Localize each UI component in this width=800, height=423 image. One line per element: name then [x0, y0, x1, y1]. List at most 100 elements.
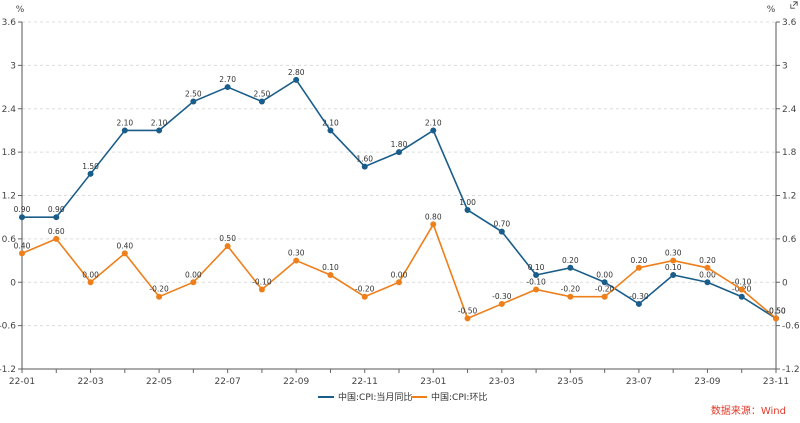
- data-label: 2.10: [322, 118, 339, 127]
- data-label: 2.70: [219, 75, 236, 84]
- y-unit-left: %: [16, 5, 25, 15]
- y-tick-label-right: -1.2: [782, 365, 800, 375]
- data-point: [635, 264, 642, 271]
- data-label: 0.00: [699, 270, 716, 279]
- data-label: 2.10: [425, 118, 442, 127]
- data-point: [293, 76, 300, 83]
- data-point: [327, 272, 334, 279]
- data-label: 0.60: [48, 227, 65, 236]
- data-point: [258, 286, 265, 293]
- data-label: 0.80: [425, 212, 442, 221]
- data-point: [498, 228, 505, 235]
- data-label: -0.20: [595, 285, 615, 294]
- x-tick-label: 23-11: [763, 377, 789, 387]
- data-label: -0.10: [732, 277, 752, 286]
- data-label: 0.20: [631, 256, 648, 265]
- y-tick-label-right: -0.6: [782, 322, 800, 332]
- data-label: 1.60: [356, 155, 373, 164]
- data-label: 2.10: [151, 118, 168, 127]
- x-tick-label: 22-07: [215, 377, 241, 387]
- data-point: [464, 315, 471, 322]
- data-label: 0.40: [116, 241, 133, 250]
- data-label: 0.70: [493, 220, 510, 229]
- data-point: [396, 279, 402, 286]
- data-label: 0.00: [185, 270, 202, 279]
- data-label: 0.30: [288, 249, 305, 258]
- x-tick-label: 23-05: [557, 377, 583, 387]
- data-point: [327, 127, 334, 134]
- data-label: 2.50: [254, 90, 271, 99]
- y-tick-label-right: 3.6: [782, 18, 797, 28]
- data-label: 0.10: [665, 263, 682, 272]
- data-label: 0.00: [82, 270, 99, 279]
- data-label: 0.30: [665, 249, 682, 258]
- data-label: 1.50: [82, 162, 99, 171]
- data-label: 0.20: [562, 256, 579, 265]
- data-point: [773, 315, 779, 322]
- data-point: [533, 272, 540, 279]
- data-label: 1.00: [459, 198, 476, 207]
- y-tick-label-right: 0.6: [782, 235, 797, 245]
- data-point: [498, 300, 505, 307]
- data-point: [361, 163, 368, 170]
- x-tick-label: 22-11: [352, 377, 378, 387]
- y-tick-label-left: 3.6: [2, 18, 17, 28]
- data-point: [567, 293, 574, 300]
- x-tick-label: 22-03: [77, 377, 103, 387]
- data-point: [190, 279, 197, 286]
- x-tick-label: 23-07: [626, 377, 652, 387]
- data-label: -0.30: [492, 292, 512, 301]
- data-label: 0.40: [14, 241, 31, 250]
- data-point: [53, 214, 60, 221]
- data-point: [361, 293, 368, 300]
- data-label: 0.90: [48, 205, 65, 214]
- data-label: 0.50: [219, 234, 236, 243]
- data-label: -0.10: [526, 277, 546, 286]
- y-unit-right: %: [767, 5, 776, 15]
- y-tick-label-left: 3: [10, 61, 16, 71]
- data-label: 0.10: [528, 263, 545, 272]
- y-tick-label-right: 3: [782, 61, 788, 71]
- y-tick-label-left: 2.4: [2, 105, 17, 115]
- x-tick-label: 23-03: [489, 377, 515, 387]
- data-point: [53, 235, 60, 242]
- x-tick-label: 22-01: [9, 377, 35, 387]
- data-point: [430, 127, 437, 134]
- data-point: [224, 243, 231, 250]
- x-tick-label: 22-05: [146, 377, 172, 387]
- data-point: [258, 98, 265, 105]
- data-label: 2.80: [288, 68, 305, 77]
- data-point: [121, 250, 128, 257]
- data-point: [670, 272, 677, 279]
- legend-label: 中国:CPI:当月同比: [338, 391, 412, 403]
- data-label: -0.50: [766, 306, 786, 315]
- data-point: [156, 293, 163, 300]
- data-point: [19, 250, 25, 257]
- data-label: -0.50: [766, 306, 786, 315]
- data-point: [224, 84, 231, 91]
- data-label: -0.50: [458, 306, 478, 315]
- data-point: [567, 264, 574, 271]
- data-point: [87, 170, 94, 177]
- data-point: [635, 300, 642, 307]
- legend-label: 中国:CPI:环比: [431, 391, 487, 403]
- data-label: 0.90: [14, 205, 31, 214]
- source-note: 数据来源：Wind: [710, 406, 786, 417]
- x-tick-label: 23-01: [420, 377, 446, 387]
- data-point: [704, 279, 711, 286]
- y-tick-label-left: 0: [10, 278, 16, 288]
- data-point: [601, 279, 608, 286]
- data-point: [738, 286, 745, 293]
- data-point: [293, 257, 300, 264]
- y-tick-label-left: 1.2: [2, 192, 16, 202]
- data-point: [601, 293, 608, 300]
- data-label: 2.50: [185, 90, 202, 99]
- y-tick-label-left: 0.6: [2, 235, 17, 245]
- expand-icon[interactable]: [790, 1, 798, 9]
- data-point: [156, 127, 163, 134]
- data-point: [121, 127, 128, 134]
- data-point: [190, 98, 197, 105]
- data-label: 0.20: [699, 256, 716, 265]
- data-label: 0.00: [391, 270, 408, 279]
